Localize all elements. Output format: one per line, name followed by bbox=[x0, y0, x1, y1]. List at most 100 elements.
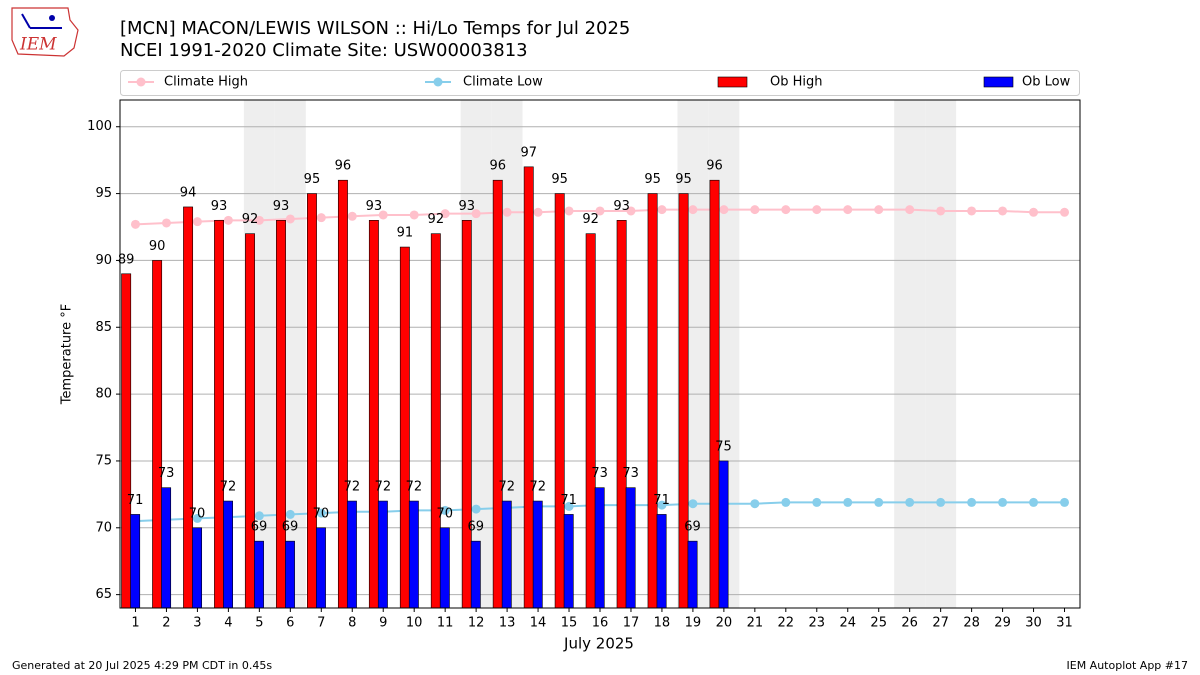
data-label: 73 bbox=[622, 466, 639, 481]
x-tick-label: 18 bbox=[654, 616, 671, 631]
data-label: 71 bbox=[560, 493, 577, 508]
bar bbox=[254, 540, 264, 609]
x-tick-label: 26 bbox=[901, 616, 918, 631]
bar bbox=[461, 220, 472, 609]
data-label: 94 bbox=[180, 185, 197, 200]
bar bbox=[718, 460, 729, 609]
point bbox=[471, 504, 481, 514]
x-tick-label: 29 bbox=[994, 616, 1011, 631]
y-axis-label: Temperature °F bbox=[60, 304, 75, 405]
data-label: 72 bbox=[498, 480, 515, 495]
point bbox=[719, 205, 729, 215]
data-label: 96 bbox=[335, 159, 352, 174]
point bbox=[688, 205, 698, 215]
x-axis-label: July 2025 bbox=[563, 635, 634, 653]
bar bbox=[285, 540, 295, 609]
x-tick-label: 11 bbox=[437, 616, 454, 631]
point bbox=[626, 206, 636, 216]
point bbox=[1060, 497, 1070, 507]
x-tick-label: 5 bbox=[255, 616, 263, 631]
point bbox=[905, 205, 915, 215]
bar bbox=[276, 220, 286, 609]
point bbox=[781, 497, 791, 507]
y-tick-label: 95 bbox=[95, 186, 112, 201]
x-tick-label: 14 bbox=[530, 616, 547, 631]
y-tick-label: 90 bbox=[95, 253, 112, 268]
bar bbox=[214, 220, 224, 609]
point bbox=[874, 497, 884, 507]
bar bbox=[245, 233, 255, 609]
data-label: 93 bbox=[366, 199, 383, 214]
data-label: 69 bbox=[251, 520, 268, 535]
x-tick-label: 31 bbox=[1056, 616, 1073, 631]
data-label: 93 bbox=[459, 199, 476, 214]
data-label: 70 bbox=[313, 506, 330, 521]
data-label: 69 bbox=[282, 520, 299, 535]
legend-marker bbox=[433, 77, 443, 87]
legend-swatch bbox=[717, 76, 748, 88]
x-tick-label: 28 bbox=[963, 616, 980, 631]
data-label: 89 bbox=[118, 252, 135, 267]
bar bbox=[678, 193, 689, 609]
point bbox=[254, 215, 264, 225]
bar bbox=[563, 514, 574, 609]
footer-left: Generated at 20 Jul 2025 4:29 PM CDT in … bbox=[12, 659, 272, 672]
x-tick-label: 19 bbox=[685, 616, 702, 631]
point bbox=[533, 207, 543, 217]
data-label: 95 bbox=[644, 172, 661, 187]
bar bbox=[223, 500, 233, 609]
point bbox=[347, 211, 357, 221]
legend-marker bbox=[136, 77, 146, 87]
legend-label: Ob High bbox=[770, 75, 823, 90]
point bbox=[967, 206, 977, 216]
plot-frame bbox=[119, 99, 1081, 609]
x-tick-label: 9 bbox=[379, 616, 387, 631]
data-label: 92 bbox=[242, 212, 259, 227]
point bbox=[378, 210, 388, 220]
point bbox=[285, 214, 295, 224]
x-tick-label: 20 bbox=[716, 616, 733, 631]
point bbox=[440, 505, 450, 515]
bar bbox=[585, 233, 596, 609]
point bbox=[192, 217, 202, 227]
point bbox=[254, 511, 264, 521]
point bbox=[130, 219, 140, 229]
point bbox=[285, 509, 295, 519]
bar bbox=[346, 500, 357, 609]
chart-title: [MCN] MACON/LEWIS WILSON :: Hi/Lo Temps … bbox=[120, 18, 630, 39]
bar bbox=[408, 500, 419, 609]
bar bbox=[594, 487, 605, 609]
bar bbox=[152, 260, 163, 609]
bar bbox=[337, 179, 348, 609]
y-tick-label: 65 bbox=[95, 587, 112, 602]
point bbox=[998, 497, 1008, 507]
legend-box bbox=[120, 70, 1080, 96]
x-tick-label: 17 bbox=[623, 616, 640, 631]
point bbox=[657, 205, 667, 215]
point bbox=[905, 497, 915, 507]
bar bbox=[399, 246, 410, 609]
x-tick-label: 8 bbox=[348, 616, 356, 631]
x-tick-label: 22 bbox=[778, 616, 795, 631]
point bbox=[750, 499, 760, 509]
x-tick-label: 15 bbox=[561, 616, 578, 631]
y-tick-label: 70 bbox=[95, 520, 112, 535]
point bbox=[750, 205, 760, 215]
x-tick-label: 2 bbox=[162, 616, 170, 631]
data-label: 73 bbox=[591, 466, 608, 481]
data-label: 93 bbox=[613, 199, 630, 214]
footer-right: IEM Autoplot App #17 bbox=[1067, 659, 1189, 672]
x-tick-label: 30 bbox=[1025, 616, 1042, 631]
data-label: 69 bbox=[468, 520, 485, 535]
x-tick-label: 13 bbox=[499, 616, 516, 631]
point bbox=[936, 206, 946, 216]
x-tick-label: 16 bbox=[592, 616, 609, 631]
data-label: 69 bbox=[684, 520, 701, 535]
data-label: 73 bbox=[158, 466, 175, 481]
point bbox=[1060, 207, 1070, 217]
weekend-shade bbox=[925, 100, 957, 608]
data-label: 91 bbox=[397, 226, 414, 241]
point bbox=[812, 205, 822, 215]
bar bbox=[616, 220, 627, 609]
bar bbox=[470, 540, 481, 609]
